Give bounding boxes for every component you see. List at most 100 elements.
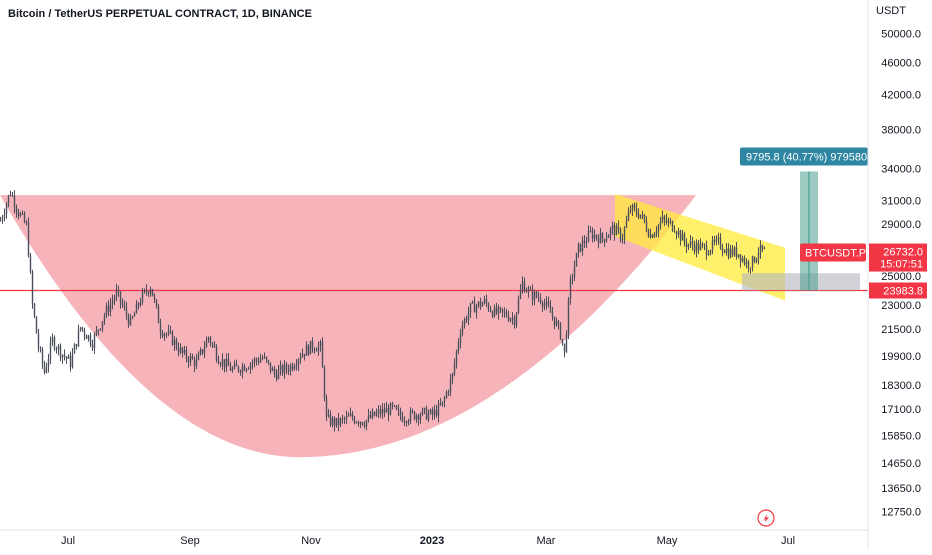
candle-body (375, 412, 378, 416)
candle (263, 352, 266, 359)
candle-body (133, 313, 136, 317)
candle (405, 420, 408, 427)
candle (137, 302, 140, 310)
candle (443, 395, 446, 408)
candle-body (575, 252, 578, 267)
candle (627, 207, 630, 222)
candle-body (747, 261, 750, 268)
candle-body (497, 307, 500, 314)
candle (239, 369, 242, 376)
candle (147, 291, 150, 297)
candle (201, 349, 204, 356)
candle (659, 216, 662, 230)
candle (473, 296, 476, 313)
candle-body (137, 303, 140, 306)
candle-body (527, 288, 530, 292)
candle (407, 418, 410, 426)
candle-body (141, 291, 144, 303)
candle-body (351, 413, 354, 419)
candle (467, 306, 470, 326)
candle (403, 416, 406, 426)
candle (77, 324, 80, 348)
candle (713, 235, 716, 246)
candle (33, 303, 36, 319)
candle-body (651, 234, 654, 238)
candle-body (309, 340, 312, 355)
candle-body (599, 233, 602, 244)
candle (601, 232, 604, 244)
candle (235, 359, 238, 367)
candle (643, 214, 646, 224)
candle-body (305, 345, 308, 356)
candle (721, 243, 724, 257)
y-axis[interactable]: 50000.0 46000.0 42000.0 38000.0 34000.0 31000… (881, 28, 921, 518)
candle-body (399, 410, 402, 417)
candle (129, 313, 132, 326)
candle (121, 298, 124, 308)
candle-body (67, 355, 70, 359)
y-tick-label: 12750.0 (881, 507, 921, 519)
candle (149, 286, 152, 297)
candle (451, 372, 454, 385)
candle-body (79, 327, 82, 331)
candle-body (105, 305, 108, 316)
candle (725, 243, 728, 256)
candle-body (167, 330, 170, 334)
candle-body (717, 237, 720, 239)
candle (71, 348, 74, 369)
candle-body (93, 334, 96, 349)
candle-body (693, 245, 696, 252)
candle-body (109, 303, 112, 312)
candle-body (621, 239, 624, 241)
candle-body (443, 397, 446, 402)
candle-body (211, 343, 214, 345)
candle-body (3, 213, 6, 218)
candle-body (259, 358, 262, 363)
candle (439, 397, 442, 406)
candle-body (121, 302, 124, 306)
candle-body (63, 354, 66, 357)
candle (513, 315, 516, 329)
candle (455, 349, 458, 369)
candle-body (383, 408, 386, 413)
candle-body (743, 258, 746, 265)
last-price-label: 26732.0 (883, 247, 923, 259)
candle-body (701, 244, 704, 246)
candle (415, 413, 418, 423)
candle-body (99, 328, 102, 330)
candle-body (419, 414, 422, 420)
candle (205, 336, 208, 348)
candle-body (723, 251, 726, 253)
candle (469, 302, 472, 318)
tradingview-logo-icon[interactable] (757, 509, 775, 527)
candle (715, 235, 718, 246)
candle-body (65, 356, 68, 359)
candle (681, 229, 684, 241)
candle-body (679, 230, 682, 241)
x-axis[interactable]: Jul Sep Nov 2023 Mar May Jul (61, 535, 795, 547)
candle (311, 337, 314, 353)
candle-body (415, 415, 418, 420)
candle-body (749, 267, 752, 269)
candle (511, 312, 514, 325)
candle (525, 287, 528, 293)
candle (89, 332, 92, 347)
candle (363, 421, 366, 429)
candle (663, 215, 666, 226)
candle-body (333, 418, 336, 426)
candle-body (181, 347, 184, 354)
candle (69, 351, 72, 372)
candle-body (711, 239, 714, 251)
candle (61, 354, 64, 364)
candle-body (123, 305, 126, 308)
candle-body (285, 364, 288, 370)
candle-body (245, 369, 248, 371)
candle-body (197, 354, 200, 360)
candle-body (117, 289, 120, 292)
candle (299, 352, 302, 364)
candle (621, 233, 624, 244)
candle (211, 342, 214, 348)
candle (161, 330, 164, 338)
